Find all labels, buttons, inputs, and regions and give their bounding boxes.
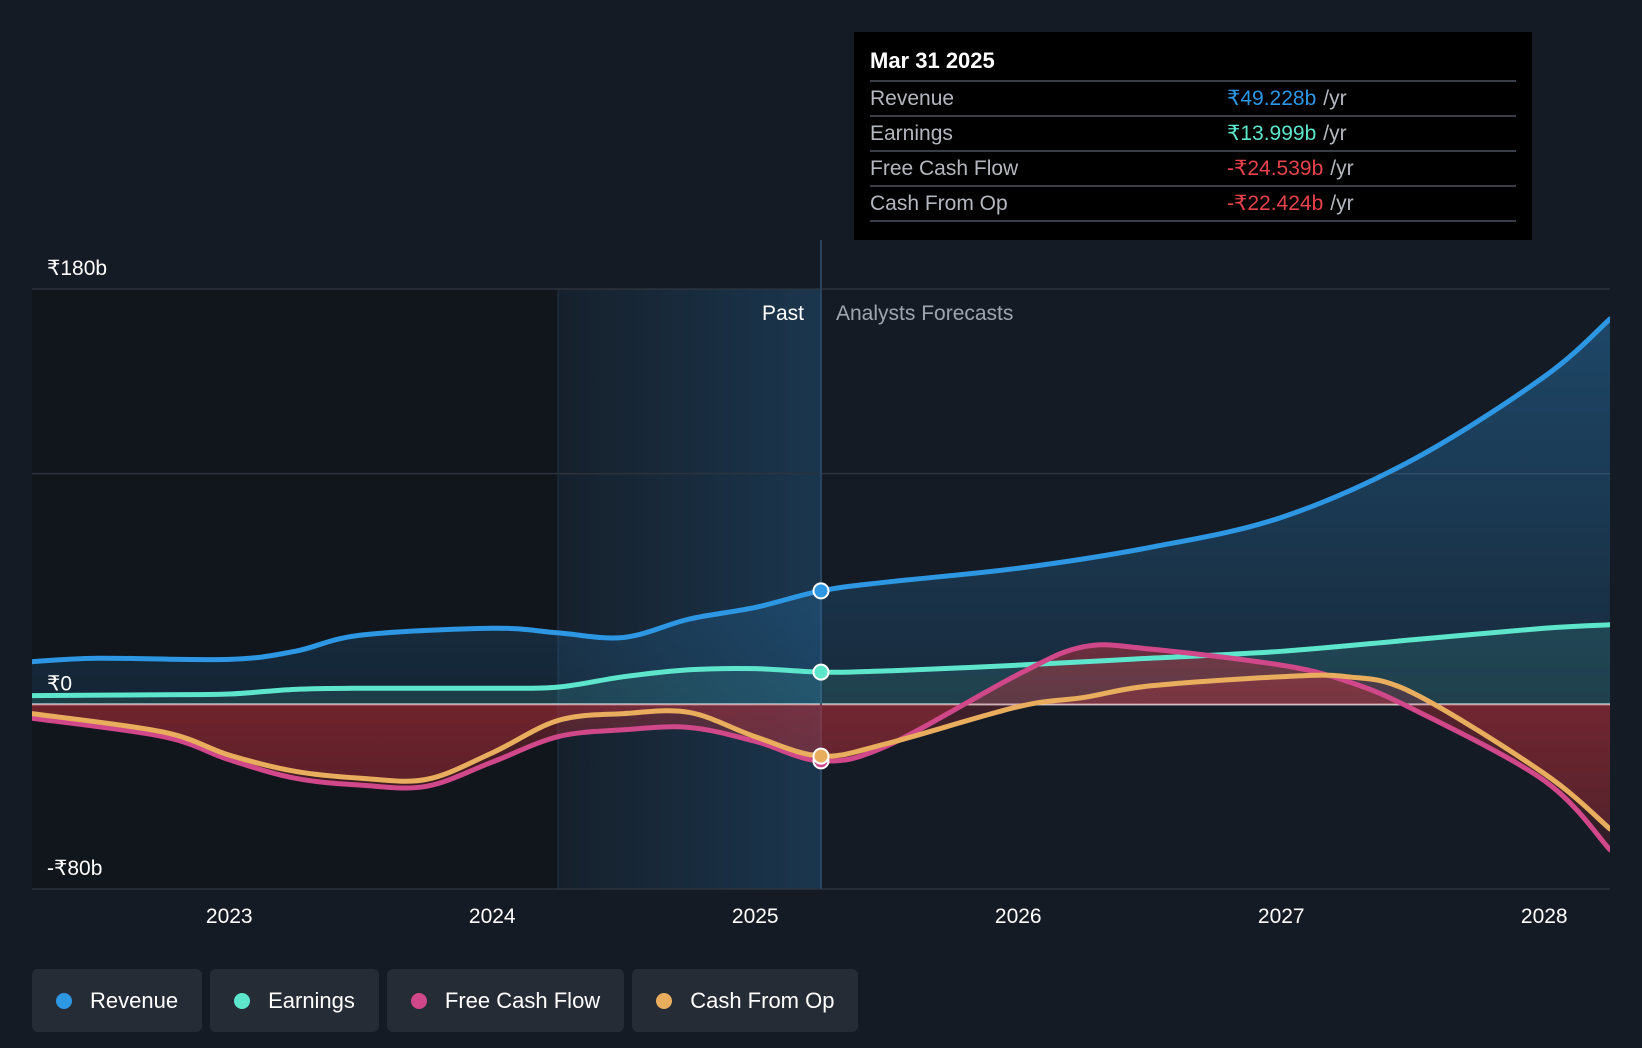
past-highlight-region (558, 289, 821, 889)
tooltip-panel: Mar 31 2025 Revenue ₹49.228b /yr Earning… (854, 32, 1532, 240)
x-tick-label: 2027 (1258, 905, 1305, 928)
legend-label: Revenue (90, 987, 179, 1013)
legend-item-free-cash-flow[interactable]: Free Cash Flow (386, 969, 625, 1032)
tooltip-label: Free Cash Flow (870, 157, 1019, 180)
legend-item-revenue[interactable]: Revenue (32, 969, 203, 1032)
tooltip-label: Earnings (870, 122, 953, 145)
tooltip-value: -₹22.424b (1227, 192, 1324, 215)
tooltip-label: Cash From Op (870, 192, 1008, 215)
tooltip-date: Mar 31 2025 (870, 46, 1516, 82)
tooltip-value: -₹24.539b (1227, 157, 1324, 180)
cash-from-op-dot-icon (656, 992, 673, 1009)
free-cash-flow-dot-icon (410, 992, 427, 1009)
earnings-dot-icon (234, 992, 251, 1009)
legend-label: Earnings (268, 987, 355, 1013)
tooltip-row-cash-from-op: Cash From Op -₹22.424b /yr (870, 187, 1516, 222)
y-tick-label: ₹0 (47, 672, 72, 695)
x-tick-label: 2026 (995, 905, 1042, 928)
point-marker-revenue (812, 582, 830, 600)
point-marker-earnings (812, 663, 830, 681)
legend-item-earnings[interactable]: Earnings (210, 969, 379, 1032)
series-line-free-cash-flow (32, 642, 1610, 853)
tooltip-row-earnings: Earnings ₹13.999b /yr (870, 117, 1516, 152)
tooltip-unit: /yr (1330, 157, 1354, 180)
forecast-label: Analysts Forecasts (836, 302, 1013, 325)
legend-item-cash-from-op[interactable]: Cash From Op (632, 969, 859, 1032)
tooltip-unit: /yr (1323, 87, 1347, 110)
tooltip-row-free-cash-flow: Free Cash Flow -₹24.539b /yr (870, 152, 1516, 187)
tooltip-value: ₹49.228b (1227, 87, 1317, 110)
series-line-earnings (32, 622, 1610, 699)
tooltip-unit: /yr (1323, 122, 1347, 145)
legend: Revenue Earnings Free Cash Flow Cash Fro… (32, 969, 859, 1032)
y-tick-label: -₹80b (47, 857, 102, 880)
tooltip-label: Revenue (870, 87, 955, 110)
series-line-cash-from-op (32, 672, 1610, 832)
x-tick-label: 2023 (206, 905, 253, 928)
tooltip-unit: /yr (1330, 192, 1354, 215)
tooltip-row-revenue: Revenue ₹49.228b /yr (870, 82, 1516, 117)
tooltip-value: ₹13.999b (1227, 122, 1317, 145)
revenue-dot-icon (56, 992, 72, 1009)
series-line-revenue (32, 316, 1610, 665)
series-area-revenue (32, 319, 1610, 705)
past-background (32, 289, 558, 889)
x-tick-label: 2028 (1521, 905, 1568, 928)
series-area-free-cash-flow (32, 644, 1610, 850)
x-tick-label: 2025 (732, 905, 779, 928)
point-marker-cash-from-op (812, 747, 830, 765)
past-label: Past (762, 302, 804, 325)
x-tick-label: 2024 (469, 905, 516, 928)
legend-label: Cash From Op (690, 987, 835, 1013)
y-tick-label: ₹180b (47, 257, 107, 280)
legend-label: Free Cash Flow (444, 987, 601, 1013)
